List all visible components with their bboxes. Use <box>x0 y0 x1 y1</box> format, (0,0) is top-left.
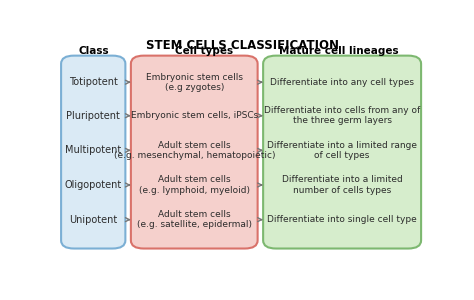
Text: Unipotent: Unipotent <box>69 214 117 225</box>
Text: Adult stem cells
(e.g. satellite, epidermal): Adult stem cells (e.g. satellite, epider… <box>137 210 252 229</box>
Text: Differentiate into single cell type: Differentiate into single cell type <box>267 215 417 224</box>
Text: Cell types: Cell types <box>175 46 233 56</box>
Text: Embryonic stem cells, iPSCs: Embryonic stem cells, iPSCs <box>131 111 258 120</box>
FancyBboxPatch shape <box>131 56 258 248</box>
Text: Differentiate into any cell types: Differentiate into any cell types <box>270 78 414 87</box>
Text: Differentiate into cells from any of
the three germ layers: Differentiate into cells from any of the… <box>264 106 420 125</box>
Text: Oligopotent: Oligopotent <box>64 180 122 190</box>
FancyBboxPatch shape <box>61 56 125 248</box>
Text: Differentiate into a limited
number of cells types: Differentiate into a limited number of c… <box>282 175 402 195</box>
Text: Multipotent: Multipotent <box>65 145 121 155</box>
Text: Embryonic stem cells
(e.g zygotes): Embryonic stem cells (e.g zygotes) <box>146 73 243 92</box>
Text: Pluripotent: Pluripotent <box>66 111 120 121</box>
Text: Adult stem cells
(e.g. mesenchymal, hematopoietic): Adult stem cells (e.g. mesenchymal, hema… <box>114 141 275 160</box>
FancyBboxPatch shape <box>263 56 421 248</box>
Text: Totipotent: Totipotent <box>69 77 118 87</box>
Text: Adult stem cells
(e.g. lymphoid, myeloid): Adult stem cells (e.g. lymphoid, myeloid… <box>139 175 250 195</box>
Text: Differentiate into a limited range
of cell types: Differentiate into a limited range of ce… <box>267 141 417 160</box>
Text: Mature cell lineages: Mature cell lineages <box>279 46 398 56</box>
Text: STEM CELLS CLASSIFICATION: STEM CELLS CLASSIFICATION <box>146 40 339 52</box>
Text: Class: Class <box>79 46 109 56</box>
